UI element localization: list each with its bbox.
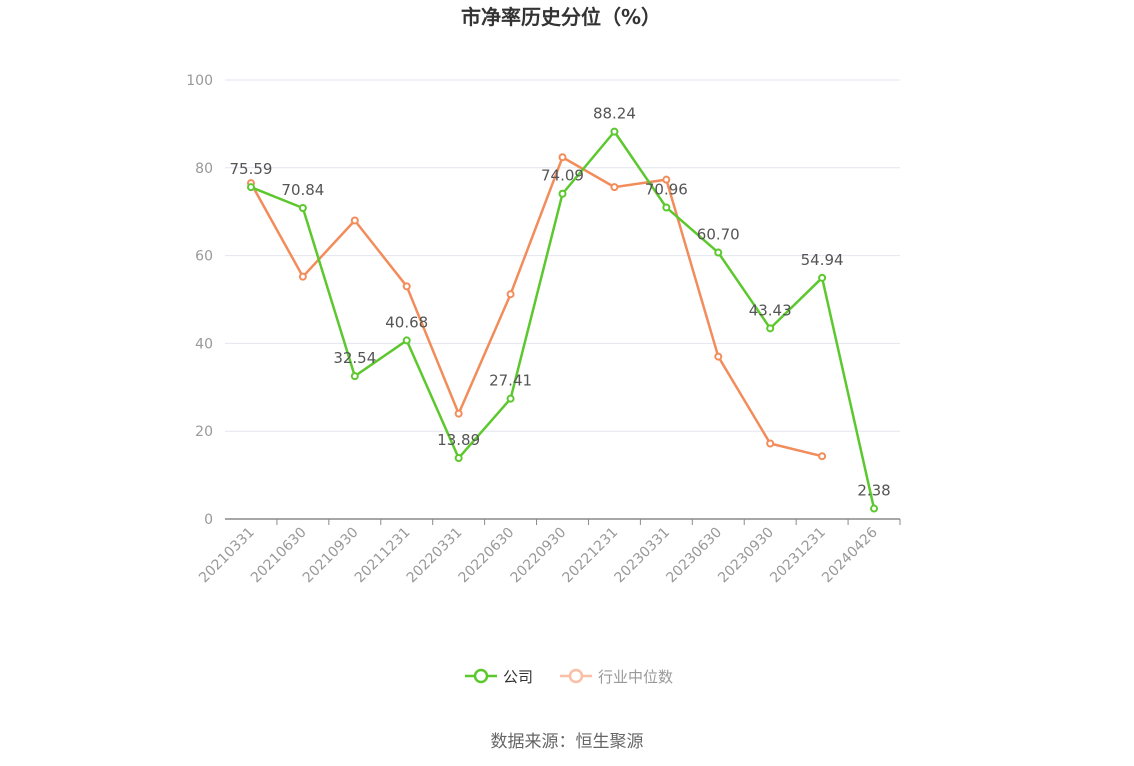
data-label: 88.24 bbox=[593, 105, 636, 123]
data-point[interactable] bbox=[298, 204, 307, 213]
legend-label: 行业中位数 bbox=[598, 668, 673, 686]
x-tick-label: 20210930 bbox=[300, 525, 362, 587]
y-axis: 0 20 40 60 80 100 bbox=[186, 73, 213, 528]
data-point[interactable] bbox=[506, 394, 515, 403]
data-point[interactable] bbox=[402, 282, 411, 291]
x-tick-label: 20220630 bbox=[456, 525, 518, 587]
chart-title: 市净率历史分位（%） bbox=[461, 5, 661, 29]
data-point[interactable] bbox=[818, 452, 827, 461]
series-line bbox=[250, 130, 876, 509]
source-note: 数据来源：恒生聚源 bbox=[491, 732, 644, 752]
legend-marker-icon bbox=[473, 668, 489, 684]
y-tick-label: 80 bbox=[195, 161, 213, 177]
data-point[interactable] bbox=[766, 324, 775, 333]
data-label: 70.96 bbox=[645, 180, 688, 198]
y-tick-label: 40 bbox=[195, 336, 213, 352]
data-point[interactable] bbox=[714, 352, 723, 361]
x-tick-label: 20211231 bbox=[352, 525, 414, 587]
data-label: 2.38 bbox=[857, 482, 890, 500]
legend-item-company[interactable]: 公司 bbox=[465, 668, 533, 686]
data-point[interactable] bbox=[402, 336, 411, 345]
y-tick-label: 0 bbox=[204, 512, 213, 528]
data-point[interactable] bbox=[246, 183, 255, 192]
y-tick-label: 60 bbox=[195, 249, 213, 265]
data-label: 32.54 bbox=[333, 349, 376, 367]
data-label: 43.43 bbox=[749, 301, 792, 319]
data-label: 40.68 bbox=[385, 313, 428, 331]
data-label: 60.70 bbox=[697, 226, 740, 244]
data-label: 13.89 bbox=[437, 431, 480, 449]
x-tick-label: 20230630 bbox=[663, 525, 725, 587]
data-point[interactable] bbox=[818, 273, 827, 282]
x-tick-label: 20221231 bbox=[560, 525, 622, 587]
x-tick-label: 20210630 bbox=[248, 525, 310, 587]
data-point[interactable] bbox=[454, 454, 463, 463]
x-tick-label: 20220331 bbox=[404, 525, 466, 587]
data-label: 70.84 bbox=[281, 181, 324, 199]
x-tick-label: 20240426 bbox=[819, 524, 881, 586]
data-point[interactable] bbox=[558, 189, 567, 198]
data-point[interactable] bbox=[662, 175, 671, 184]
legend-item-industry-median[interactable]: 行业中位数 bbox=[560, 668, 673, 686]
y-tick-label: 100 bbox=[186, 73, 213, 89]
data-point[interactable] bbox=[714, 248, 723, 257]
data-labels: 75.59 70.84 32.54 40.68 13.89 27.41 74.09 88.24… bbox=[229, 105, 890, 500]
series-company bbox=[246, 127, 879, 513]
data-label: 27.41 bbox=[489, 372, 532, 390]
data-point[interactable] bbox=[350, 216, 359, 225]
data-point[interactable] bbox=[454, 409, 463, 418]
x-tick-label: 20230930 bbox=[715, 525, 777, 587]
data-point[interactable] bbox=[766, 439, 775, 448]
x-tick-label: 20231231 bbox=[767, 525, 829, 587]
data-point[interactable] bbox=[558, 153, 567, 162]
data-point[interactable] bbox=[610, 183, 619, 192]
x-tick-label: 20210331 bbox=[196, 525, 258, 587]
legend-label: 公司 bbox=[503, 668, 533, 686]
x-tick-label: 20220930 bbox=[508, 525, 570, 587]
series-line bbox=[249, 156, 823, 458]
data-label: 74.09 bbox=[541, 167, 584, 185]
data-point[interactable] bbox=[506, 290, 515, 299]
x-axis: 2021033120210630202109302021123120220331… bbox=[196, 518, 901, 587]
data-point[interactable] bbox=[662, 203, 671, 212]
data-point[interactable] bbox=[610, 127, 619, 136]
series-layer bbox=[246, 127, 879, 513]
data-label: 54.94 bbox=[801, 251, 844, 269]
data-point[interactable] bbox=[350, 372, 359, 381]
data-point[interactable] bbox=[298, 272, 307, 281]
y-tick-label: 20 bbox=[195, 424, 213, 440]
legend: 公司 行业中位数 bbox=[465, 668, 673, 686]
grid-lines bbox=[225, 79, 900, 432]
legend-marker-icon bbox=[568, 668, 584, 684]
data-point[interactable] bbox=[870, 504, 879, 513]
data-label: 75.59 bbox=[229, 160, 272, 178]
x-tick-label: 20230331 bbox=[611, 525, 673, 587]
